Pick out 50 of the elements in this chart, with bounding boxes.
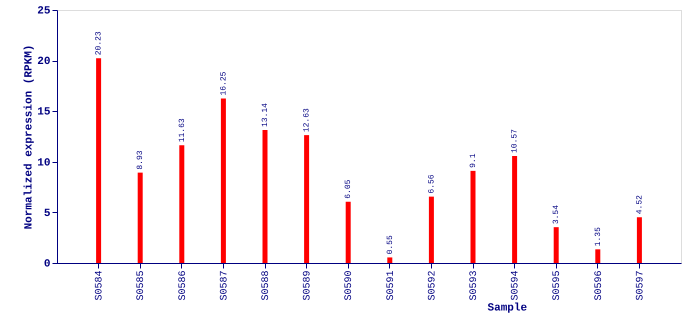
bar: [428, 196, 434, 263]
data-label: 0.55: [386, 235, 395, 254]
y-axis-title: Normalized expression (RPKM): [23, 44, 36, 230]
data-label: 6.05: [344, 179, 354, 199]
y-tick-label: 15: [37, 106, 51, 119]
y-tick-label: 5: [44, 208, 51, 220]
y-tick-label: 0: [44, 258, 50, 270]
data-label: 16.25: [219, 71, 228, 96]
x-tick-label: S0592: [427, 270, 438, 301]
bar: [262, 130, 268, 263]
data-label: 11.63: [178, 118, 187, 142]
bar: [387, 257, 392, 263]
x-tick-label: S0596: [594, 270, 605, 301]
data-label: 4.52: [635, 194, 644, 214]
bar: [220, 98, 226, 263]
y-tick-label: 25: [37, 6, 51, 18]
data-label: 1.35: [594, 226, 603, 246]
x-tick-label: S0588: [261, 270, 272, 301]
x-tick-label: S0597: [635, 270, 646, 301]
bar: [179, 145, 184, 263]
x-tick-label: S0584: [94, 270, 106, 301]
bar: [346, 202, 351, 263]
data-label: 10.57: [510, 128, 520, 154]
data-label: 20.23: [94, 31, 104, 56]
x-tick-label: S0587: [219, 270, 230, 301]
data-label: 12.63: [302, 108, 312, 132]
bar: [470, 170, 476, 263]
bar: [595, 249, 600, 263]
bar: [512, 156, 518, 263]
x-axis-title: Sample: [488, 302, 528, 315]
x-tick-label: S0595: [552, 270, 564, 301]
bar: [96, 58, 102, 263]
data-label: 6.56: [427, 174, 436, 194]
data-label: 9.1: [469, 153, 478, 168]
data-label: 13.14: [261, 102, 270, 128]
x-tick-label: S0591: [386, 270, 397, 301]
x-tick-label: S0589: [302, 270, 314, 301]
data-label: 8.93: [136, 150, 146, 170]
x-tick-label: S0594: [510, 270, 522, 301]
bar: [554, 227, 559, 263]
bar: [138, 172, 143, 263]
data-label: 3.54: [552, 204, 562, 224]
x-tick-label: S0593: [469, 270, 480, 301]
x-tick-label: S0585: [136, 270, 148, 301]
y-tick-label: 20: [37, 56, 50, 68]
x-tick-label: S0590: [344, 270, 356, 301]
bar: [636, 217, 642, 263]
y-tick-label: 10: [37, 157, 50, 170]
bar: [304, 135, 310, 263]
x-tick-label: S0586: [178, 270, 189, 301]
